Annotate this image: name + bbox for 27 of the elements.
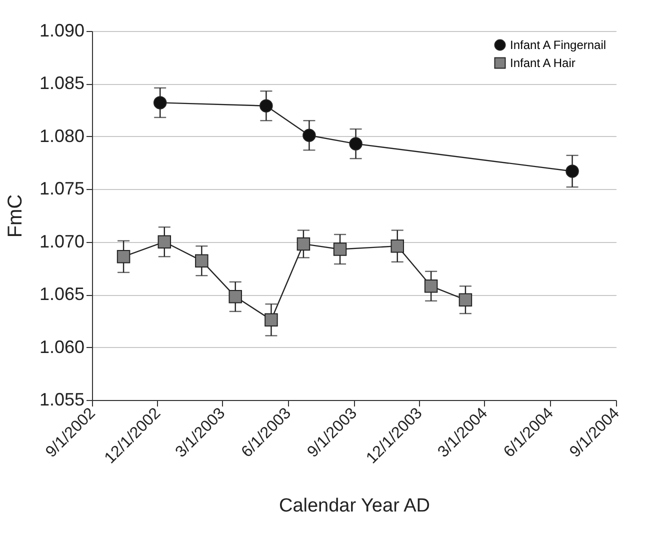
point — [302, 128, 316, 142]
y-tick-label: 1.085 — [39, 73, 84, 94]
point — [264, 313, 278, 326]
y-axis-title: FmC — [4, 194, 26, 238]
point — [566, 164, 579, 178]
point — [349, 137, 362, 150]
point — [116, 250, 130, 264]
legend-label: Infant A Hair — [510, 56, 576, 70]
point — [296, 237, 310, 251]
point — [333, 242, 347, 256]
y-tick-label: 1.065 — [39, 284, 84, 304]
y-tick-label: 1.055 — [39, 390, 84, 410]
y-tick-label: 1.080 — [39, 126, 84, 146]
y-tick-label: 1.090 — [39, 20, 84, 40]
point — [195, 254, 208, 268]
point — [424, 280, 438, 293]
legend-label: Infant A Fingernail — [510, 38, 606, 52]
point — [228, 290, 242, 304]
point — [153, 96, 167, 110]
point — [260, 99, 273, 112]
y-tick-label: 1.075 — [39, 178, 84, 199]
x-axis-title: Calendar Year AD — [278, 495, 430, 516]
point — [458, 293, 472, 306]
point — [390, 239, 404, 253]
y-tick-label: 1.070 — [39, 231, 84, 252]
y-tick-label: 1.060 — [39, 336, 84, 357]
point — [158, 235, 172, 248]
